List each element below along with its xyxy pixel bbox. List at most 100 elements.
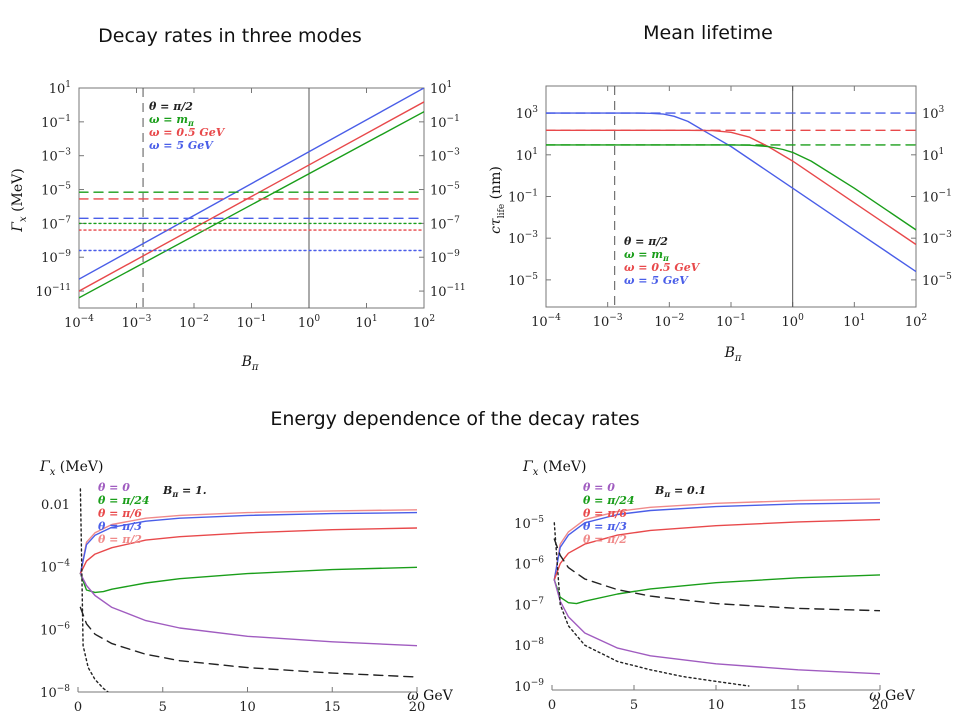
series-line-purple-solid	[553, 579, 880, 675]
series-group	[546, 112, 916, 273]
x-tick-label: 102	[905, 313, 927, 330]
y-tick-label: 10−7	[514, 596, 544, 613]
x-tick-label: 10−4	[64, 314, 94, 331]
legend-entry: ω = 0.5 GeV	[624, 261, 701, 274]
x-tick-label: 100	[298, 314, 321, 331]
legend-entry: ω = 0.5 GeV	[149, 126, 226, 139]
y-tick-label: 10−5	[514, 515, 544, 532]
legend-entry: ω = 5 GeV	[149, 139, 214, 152]
series-line-green-solid	[79, 111, 424, 299]
x-tick-label: 15	[790, 698, 807, 713]
x-tick-label: 101	[843, 313, 865, 330]
series-line-blue-solid	[79, 88, 424, 280]
decay-rates-chart: 10−4 10−3 10−2 10−1 100 101 102 101 101 10−1 10−11…	[10, 80, 466, 373]
legend-entry: ω = mπ	[149, 113, 194, 128]
series-line-green-solid	[553, 574, 880, 605]
y-tick-label-right: 10−11	[430, 283, 466, 300]
x-tick-label: 10−3	[122, 314, 152, 331]
x-tick-label: 10−4	[531, 313, 561, 330]
y-axis-label: Γx (MeV)	[10, 168, 29, 232]
series-line-blue-solid	[79, 511, 417, 575]
y-tick-label: 10−9	[514, 678, 544, 695]
plot-frame	[78, 87, 425, 309]
x-tick-label: 10−1	[716, 313, 746, 330]
x-tick-label: 10	[239, 700, 256, 715]
x-tick-label: 100	[782, 313, 805, 330]
series-line-red-solid	[79, 527, 417, 575]
x-tick-label: 0	[74, 700, 82, 715]
y-axis-label: Γx (MeV)	[522, 459, 586, 478]
legend-entry: θ = 0	[583, 481, 615, 494]
y-tick-label-right: 10−7	[430, 215, 460, 232]
series-line-red-solid	[546, 129, 916, 246]
series-line-pink-solid	[79, 509, 417, 575]
x-tick-label: 20	[409, 700, 426, 715]
y-tick-label-right: 10−5	[922, 272, 952, 289]
x-axis-label: Bπ	[241, 354, 259, 373]
legend-entry: θ = π/2	[149, 100, 193, 113]
x-tick-label: 10−2	[179, 314, 209, 331]
y-tick-label-right: 101	[430, 80, 452, 97]
y-tick-label-right: 10−1	[922, 189, 952, 206]
x-axis-label: ω GeV	[869, 688, 915, 704]
y-tick-label-right: 103	[922, 105, 945, 122]
heading-energy-dependence: Energy dependence of the decay rates	[270, 408, 639, 430]
legend-entry: ω = 5 GeV	[624, 274, 689, 287]
x-tick-label: 102	[413, 314, 435, 331]
legend-entry: θ = π/2	[583, 533, 627, 546]
heading-mean-lifetime: Mean lifetime	[643, 22, 773, 44]
y-axis-label: Γx (MeV)	[39, 459, 103, 478]
series-line-black-dotted	[553, 522, 750, 687]
y-tick-label: 10−6	[514, 556, 544, 573]
y-tick-label: 103	[516, 105, 539, 122]
series-line-blue-solid	[553, 502, 880, 581]
y-tick-label: 10−11	[35, 283, 71, 300]
legend-entry: θ = π/2	[624, 235, 668, 248]
y-tick-label: 10−4	[40, 559, 70, 576]
y-tick-label: 10−3	[41, 148, 71, 165]
y-axis-label: cτlife (nm)	[488, 166, 507, 234]
x-tick-label: 0	[548, 698, 556, 713]
y-tick-label: 10−5	[41, 182, 71, 199]
legend-entry: θ = 0	[98, 481, 130, 494]
x-tick-label: 5	[630, 698, 638, 713]
y-tick-label: 10−1	[41, 114, 71, 131]
heading-decay-rates: Decay rates in three modes	[98, 25, 362, 47]
x-axis-label: ω GeV	[407, 688, 453, 704]
y-tick-label: 0.01	[41, 498, 70, 513]
x-tick-label: 20	[872, 698, 889, 713]
y-tick-label: 10−8	[514, 637, 544, 654]
legend-entry: θ = π/6	[583, 507, 627, 520]
y-tick-label: 10−8	[40, 684, 70, 701]
y-tick-label-right: 10−3	[430, 148, 460, 165]
series-line-black-dashed	[553, 538, 880, 612]
x-tick-label: 15	[324, 700, 341, 715]
y-tick-label-right: 101	[922, 147, 944, 164]
legend-entry: θ = π/24	[98, 494, 150, 507]
y-tick-label: 10−9	[41, 249, 71, 266]
x-tick-label: 10−3	[593, 313, 623, 330]
y-tick-label: 101	[49, 80, 71, 97]
plot-frame	[545, 85, 917, 308]
series-group	[79, 488, 417, 692]
x-tick-label: 101	[355, 314, 377, 331]
x-tick-label: 5	[159, 700, 167, 715]
y-tick-label-right: 10−1	[430, 114, 460, 131]
series-group	[79, 88, 424, 299]
annotation-label: Bπ = 1.	[162, 484, 207, 499]
series-line-black-dashed	[79, 606, 417, 678]
y-tick-label: 10−1	[508, 189, 538, 206]
series-group	[553, 498, 880, 687]
y-tick-label: 10−3	[508, 230, 538, 247]
y-tick-label-right: 10−3	[922, 230, 952, 247]
series-line-black-dotted	[79, 488, 110, 692]
y-tick-label: 101	[516, 147, 538, 164]
x-tick-label: 10	[708, 698, 725, 713]
series-line-purple-solid	[79, 572, 417, 647]
y-tick-label-right: 10−5	[430, 182, 460, 199]
legend-entry: θ = π/24	[583, 494, 635, 507]
y-tick-label-right: 10−9	[430, 249, 460, 266]
legend-entry: θ = π/3	[583, 520, 627, 533]
